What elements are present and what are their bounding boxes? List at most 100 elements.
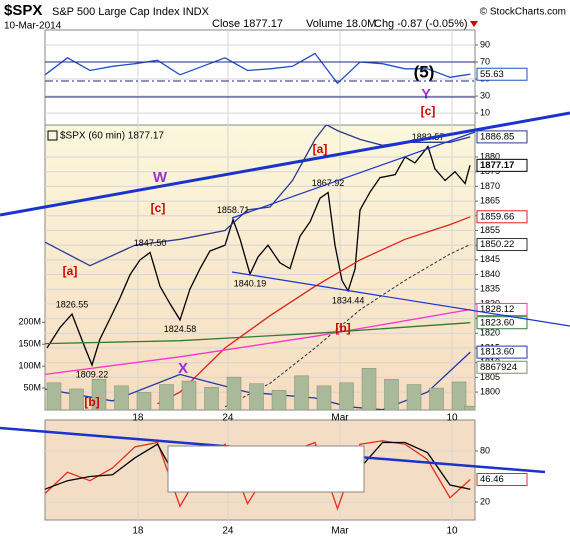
value-label: 1850.22 bbox=[480, 239, 514, 250]
wave-label: [b] bbox=[84, 395, 99, 409]
volume-bar bbox=[114, 385, 129, 410]
value-label: 46.46 bbox=[480, 474, 504, 485]
y-tick-label: 10 bbox=[480, 107, 490, 117]
y2-tick-label: 50M bbox=[23, 382, 41, 392]
wave-label: Y bbox=[421, 86, 431, 102]
volume-bar bbox=[339, 382, 354, 410]
y-tick-label: 1870 bbox=[480, 181, 500, 191]
series-line bbox=[224, 244, 471, 408]
lower-channel bbox=[231, 271, 570, 327]
wave-label: [a] bbox=[63, 264, 78, 278]
volume-bar bbox=[136, 392, 152, 410]
y-tick-label: 1840 bbox=[480, 269, 500, 279]
value-label: 1859.66 bbox=[480, 211, 514, 222]
series-line bbox=[46, 145, 471, 367]
value-label: 8867924 bbox=[480, 362, 517, 373]
y2-tick-label: 200M bbox=[18, 317, 41, 327]
point-label: 1809.22 bbox=[76, 369, 109, 379]
volume-bar bbox=[316, 385, 332, 410]
point-label: 1867.92 bbox=[312, 178, 345, 188]
x-tick-label: Mar bbox=[331, 526, 349, 537]
x-tick-label: 10 bbox=[446, 526, 458, 537]
value-box bbox=[476, 130, 528, 144]
volume-bar bbox=[361, 368, 377, 410]
change: Chg -0.87 (-0.05%) bbox=[374, 18, 468, 30]
volume-bar bbox=[204, 386, 219, 410]
volume-bar bbox=[181, 380, 197, 410]
symbol: $SPX bbox=[4, 2, 42, 19]
y2-tick-label: 150M bbox=[18, 339, 41, 349]
volume-bar bbox=[46, 382, 62, 410]
value-box bbox=[476, 360, 528, 374]
trend-line bbox=[0, 111, 570, 217]
value-box bbox=[476, 345, 528, 359]
y-tick-label: 1835 bbox=[480, 284, 500, 294]
y-tick-label: 1820 bbox=[480, 328, 500, 338]
volume: Volume 18.0M bbox=[306, 18, 376, 30]
y-tick-label: 1880 bbox=[480, 151, 500, 161]
volume-bar bbox=[429, 387, 444, 410]
value-label: 1877.17 bbox=[480, 160, 514, 171]
y-tick-label: 30 bbox=[480, 90, 490, 100]
x-tick-label: 24 bbox=[222, 413, 234, 424]
y-tick-label: 1865 bbox=[480, 195, 500, 205]
x-tick-label: 10 bbox=[446, 413, 458, 424]
legend-label: $SPX (60 min) 1877.17 bbox=[60, 131, 164, 142]
y-tick-label: 20 bbox=[480, 496, 490, 506]
value-label: 1823.60 bbox=[480, 317, 514, 328]
note-box bbox=[167, 445, 365, 493]
value-box bbox=[476, 158, 528, 172]
series-line bbox=[157, 216, 471, 405]
wave-label: [b] bbox=[335, 321, 350, 335]
value-box bbox=[476, 316, 528, 330]
series-group bbox=[45, 125, 475, 410]
volume-bar bbox=[384, 379, 399, 410]
value-box bbox=[476, 473, 528, 487]
upper-channel bbox=[231, 131, 476, 219]
y-tick-label: 1805 bbox=[480, 372, 500, 382]
y-tick-label: 1845 bbox=[480, 254, 500, 264]
series-group bbox=[45, 52, 471, 85]
volume-bar bbox=[464, 405, 475, 410]
x-tick-label: 18 bbox=[132, 413, 144, 424]
legend-icon bbox=[47, 130, 58, 141]
volume-bar bbox=[406, 384, 422, 410]
value-label: 1828.12 bbox=[480, 304, 514, 315]
point-label: 1824.58 bbox=[164, 324, 197, 334]
wave-label: [a] bbox=[313, 142, 328, 156]
close: Close 1877.17 bbox=[212, 18, 283, 30]
date: 10-Mar-2014 bbox=[4, 21, 62, 32]
x-tick-label: 18 bbox=[132, 526, 144, 537]
volume-bar bbox=[91, 379, 107, 410]
wave-label: W bbox=[153, 169, 168, 186]
point-label: 1826.55 bbox=[56, 299, 89, 309]
value-label: 1813.60 bbox=[480, 347, 514, 358]
value-box bbox=[476, 67, 528, 81]
volume-bar bbox=[249, 383, 264, 410]
series-line bbox=[45, 322, 471, 345]
y-tick-label: 70 bbox=[480, 56, 490, 66]
credit: © StockCharts.com bbox=[480, 7, 566, 18]
series-line bbox=[45, 308, 471, 376]
volume-bar bbox=[226, 376, 242, 410]
rsi-panel bbox=[44, 29, 476, 126]
volume-bar bbox=[69, 388, 84, 410]
point-label: 1834.44 bbox=[332, 295, 365, 305]
y-tick-label: 1855 bbox=[480, 225, 500, 235]
value-label: 55.63 bbox=[480, 69, 504, 80]
value-box bbox=[476, 238, 528, 252]
volume-bar bbox=[271, 390, 287, 410]
volume-bar bbox=[294, 375, 309, 410]
point-label: 1840.19 bbox=[234, 278, 267, 288]
down-arrow bbox=[470, 21, 478, 27]
wave-label: (5) bbox=[414, 62, 435, 81]
value-box bbox=[476, 210, 528, 224]
wave-label: X bbox=[178, 360, 188, 377]
point-label: 1847.50 bbox=[134, 238, 167, 248]
volume-bar bbox=[159, 384, 174, 410]
y2-tick-label: 100M bbox=[18, 361, 41, 371]
index-name: S&P 500 Large Cap Index INDX bbox=[52, 6, 210, 18]
y-tick-label: 80 bbox=[480, 445, 490, 455]
series-line bbox=[45, 52, 471, 85]
